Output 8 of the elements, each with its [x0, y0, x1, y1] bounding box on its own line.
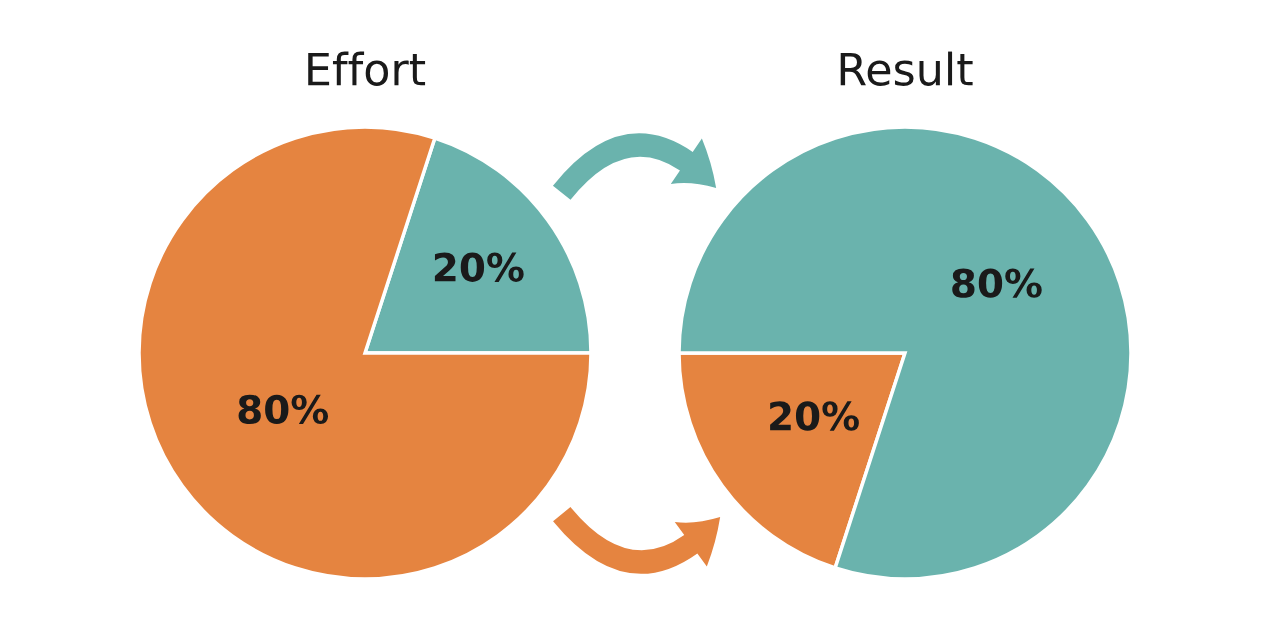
data-label: 20% — [434, 252, 524, 282]
chart-title: Result — [840, 51, 973, 86]
data-label: 80% — [238, 394, 329, 425]
chart-title: Effort — [308, 51, 426, 86]
data-label: 20% — [770, 401, 859, 431]
data-label: 80% — [952, 268, 1042, 298]
pie-slice — [137, 125, 593, 581]
pie-slice — [677, 125, 1133, 581]
